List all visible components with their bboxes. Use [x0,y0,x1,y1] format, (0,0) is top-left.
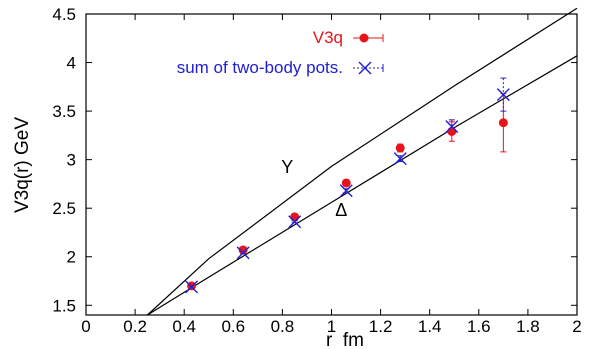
point-v3q-4 [395,143,405,153]
x-tick-label-7: 1.4 [418,317,442,336]
annotation-delta: Δ [335,200,347,220]
point-two-body-stroke-b-6 [496,88,510,102]
y-tick-label-1: 2 [67,248,76,267]
y-tick-label-4: 3.5 [52,102,76,121]
y-tick-label-5: 4 [67,54,76,73]
point-v3q-6 [498,118,508,128]
legend-label-v3q: V3q [313,28,343,47]
point-v3q-2 [290,212,300,222]
x-tick-label-8: 1.6 [467,317,491,336]
point-two-body-stroke-b-0 [185,280,199,294]
x-tick-label-1: 0.2 [123,317,147,336]
y-tick-label-2: 2.5 [52,199,76,218]
point-two-body-stroke-b-5 [445,120,459,134]
x-tick-label-3: 0.6 [221,317,245,336]
y-tick-label-6: 4.5 [52,5,76,24]
point-two-body-stroke-b-4 [393,152,407,166]
point-two-body-stroke-b-1 [236,246,250,260]
data-points [185,88,510,294]
legend-dot-v3q [359,33,369,43]
x-tick-label-4: 0.8 [271,317,295,336]
x-tick-label-2: 0.4 [172,317,196,336]
legend: V3q sum of two-body pots. [177,28,384,77]
point-two-body-0 [185,280,199,294]
point-two-body-5 [445,120,459,134]
x-tick-label-6: 1.2 [369,317,393,336]
y-tick-label-0: 1.5 [52,296,76,315]
legend-marker-two-body [353,61,384,75]
model-curves [146,7,578,316]
point-two-body-2 [288,215,302,229]
point-two-body-stroke-b-2 [288,215,302,229]
curve-annotations: YΔ [281,157,347,220]
x-tick-label-9: 1.8 [516,317,540,336]
point-v3q-3 [341,178,351,188]
x-tick-label-5: 1 [327,317,336,336]
x-tick-label-0: 0 [81,317,90,336]
point-v3q-1 [238,245,248,255]
legend-label-two-body: sum of two-body pots. [177,58,343,77]
point-two-body-1 [236,246,250,260]
curve-delta-shape [147,55,578,316]
point-v3q-5 [447,126,457,136]
point-two-body-6 [496,88,510,102]
point-two-body-3 [339,184,353,198]
y-tick-label-3: 3 [67,151,76,170]
point-two-body-stroke-b-3 [339,184,353,198]
axis-ticks: 0 0.2 0.4 0.6 0.8 1 1.2 1.4 1.6 1.8 2 1.5 2 2.5 3 3.5 4 4… [52,5,581,336]
x-axis-title: r fm [326,330,364,349]
curve-y-shape [146,7,578,316]
point-two-body-4 [393,152,407,166]
x-tick-label-10: 2 [572,317,581,336]
y-axis-title: V3q(r) GeV [12,117,33,213]
legend-marker-v3q [353,33,384,43]
annotation-y: Y [281,157,293,177]
legend-x-b-two-body [358,61,372,75]
